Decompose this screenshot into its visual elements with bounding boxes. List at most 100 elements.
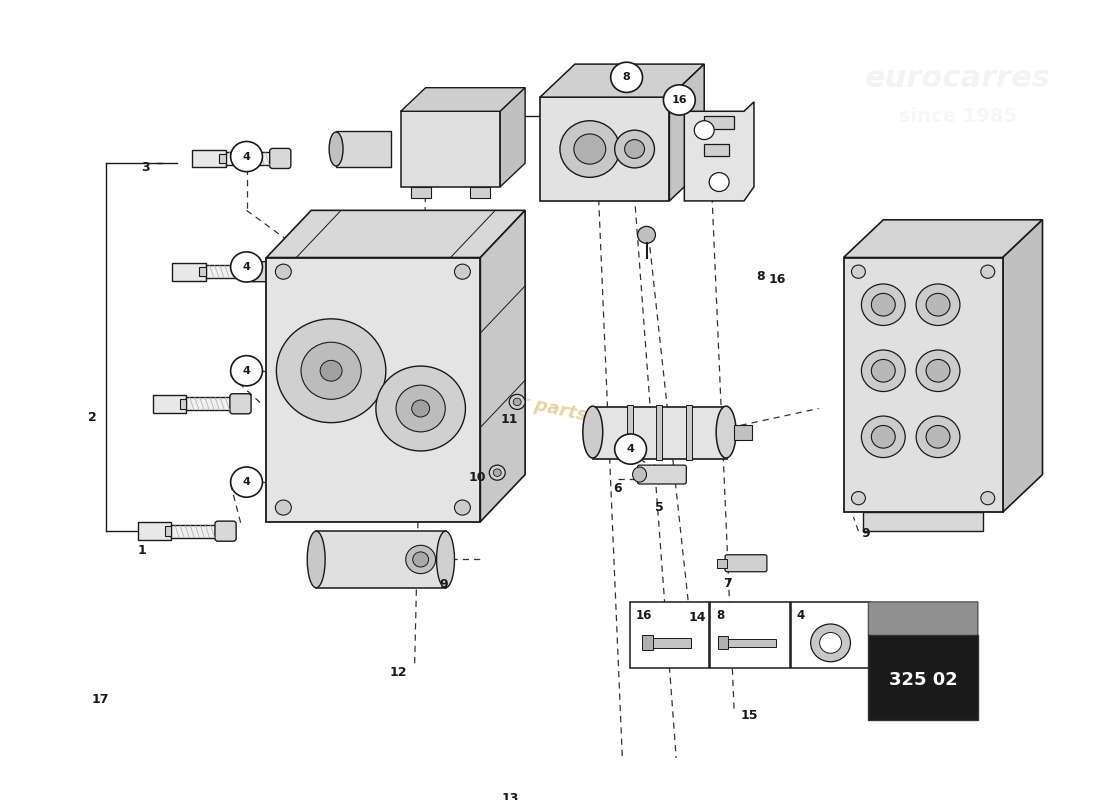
Text: 6: 6 bbox=[614, 482, 622, 495]
Circle shape bbox=[811, 624, 850, 662]
Ellipse shape bbox=[329, 132, 343, 166]
Text: 13: 13 bbox=[502, 792, 519, 800]
Text: a passion for parts since 1985: a passion for parts since 1985 bbox=[398, 368, 702, 449]
FancyBboxPatch shape bbox=[725, 554, 767, 572]
Text: 15: 15 bbox=[740, 709, 758, 722]
Text: 4: 4 bbox=[243, 262, 251, 272]
Bar bbox=[337, 131, 390, 167]
Circle shape bbox=[820, 633, 842, 654]
Circle shape bbox=[638, 226, 656, 243]
Text: 17: 17 bbox=[91, 693, 109, 706]
Polygon shape bbox=[400, 88, 525, 111]
Text: 5: 5 bbox=[656, 501, 663, 514]
Text: 8: 8 bbox=[623, 72, 630, 82]
Circle shape bbox=[663, 85, 695, 115]
Text: 10: 10 bbox=[469, 471, 486, 484]
Text: 1: 1 bbox=[138, 543, 146, 557]
Text: 7: 7 bbox=[723, 577, 732, 590]
Polygon shape bbox=[684, 102, 754, 201]
Circle shape bbox=[275, 500, 292, 515]
Polygon shape bbox=[868, 602, 978, 654]
Circle shape bbox=[861, 350, 905, 391]
Bar bbox=[657, 405, 662, 460]
Circle shape bbox=[406, 546, 436, 574]
Text: since 1985: since 1985 bbox=[899, 106, 1018, 126]
Bar bbox=[179, 399, 186, 409]
Text: 4: 4 bbox=[627, 444, 635, 454]
Circle shape bbox=[710, 173, 729, 191]
Circle shape bbox=[871, 426, 895, 448]
Text: 4: 4 bbox=[796, 609, 805, 622]
Polygon shape bbox=[540, 64, 704, 97]
Circle shape bbox=[610, 62, 642, 93]
Bar bbox=[864, 512, 982, 531]
Bar bbox=[704, 116, 734, 130]
Bar bbox=[206, 266, 253, 278]
Bar bbox=[540, 97, 670, 201]
Text: 16: 16 bbox=[636, 609, 652, 622]
Bar bbox=[641, 635, 653, 650]
Circle shape bbox=[411, 400, 430, 417]
Circle shape bbox=[275, 264, 292, 279]
Bar bbox=[791, 602, 870, 668]
Bar bbox=[868, 635, 978, 720]
Circle shape bbox=[871, 359, 895, 382]
Circle shape bbox=[514, 398, 521, 406]
Circle shape bbox=[574, 134, 606, 164]
Text: 4: 4 bbox=[243, 366, 251, 376]
Circle shape bbox=[231, 142, 263, 172]
Circle shape bbox=[851, 265, 866, 278]
Bar bbox=[641, 638, 691, 647]
Circle shape bbox=[861, 416, 905, 458]
Bar bbox=[199, 267, 206, 277]
Circle shape bbox=[926, 294, 950, 316]
Polygon shape bbox=[1003, 220, 1043, 512]
Bar bbox=[627, 405, 632, 460]
Circle shape bbox=[926, 426, 950, 448]
Circle shape bbox=[376, 366, 465, 451]
Text: 16: 16 bbox=[768, 273, 785, 286]
FancyBboxPatch shape bbox=[250, 262, 271, 282]
Polygon shape bbox=[500, 88, 525, 186]
Bar bbox=[165, 526, 172, 536]
Text: 14: 14 bbox=[689, 611, 706, 625]
Ellipse shape bbox=[716, 406, 736, 458]
Circle shape bbox=[615, 434, 647, 464]
Text: 8: 8 bbox=[757, 270, 766, 283]
Bar bbox=[400, 111, 500, 186]
Bar bbox=[172, 525, 218, 538]
Circle shape bbox=[694, 121, 714, 139]
Text: 16: 16 bbox=[671, 95, 688, 105]
Circle shape bbox=[231, 252, 263, 282]
Bar bbox=[153, 395, 186, 413]
Text: 4: 4 bbox=[243, 151, 251, 162]
Text: 9: 9 bbox=[439, 578, 448, 591]
Text: 4: 4 bbox=[243, 477, 251, 487]
Ellipse shape bbox=[307, 531, 326, 588]
Circle shape bbox=[454, 264, 471, 279]
Text: 8: 8 bbox=[716, 609, 725, 622]
Polygon shape bbox=[844, 220, 1043, 258]
Text: 11: 11 bbox=[500, 414, 518, 426]
Bar bbox=[718, 639, 776, 646]
Polygon shape bbox=[481, 210, 525, 522]
Circle shape bbox=[871, 294, 895, 316]
Circle shape bbox=[625, 139, 645, 158]
Polygon shape bbox=[844, 258, 1003, 512]
Bar bbox=[704, 144, 729, 156]
Circle shape bbox=[560, 121, 619, 178]
Ellipse shape bbox=[583, 406, 603, 458]
Bar bbox=[138, 522, 172, 540]
Circle shape bbox=[454, 500, 471, 515]
Bar bbox=[410, 186, 430, 198]
Polygon shape bbox=[266, 210, 525, 258]
FancyBboxPatch shape bbox=[638, 465, 686, 484]
Bar bbox=[219, 154, 227, 163]
Ellipse shape bbox=[632, 467, 647, 482]
Bar bbox=[173, 263, 206, 281]
Bar bbox=[593, 406, 727, 458]
Circle shape bbox=[490, 465, 505, 480]
Polygon shape bbox=[670, 64, 704, 201]
Polygon shape bbox=[266, 258, 481, 522]
Text: 3: 3 bbox=[141, 162, 150, 174]
